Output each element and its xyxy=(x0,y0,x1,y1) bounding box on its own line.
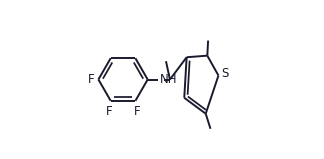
Text: F: F xyxy=(88,73,94,86)
Text: NH: NH xyxy=(160,73,177,86)
Text: F: F xyxy=(106,105,112,118)
Text: S: S xyxy=(221,67,228,80)
Text: F: F xyxy=(133,105,140,118)
